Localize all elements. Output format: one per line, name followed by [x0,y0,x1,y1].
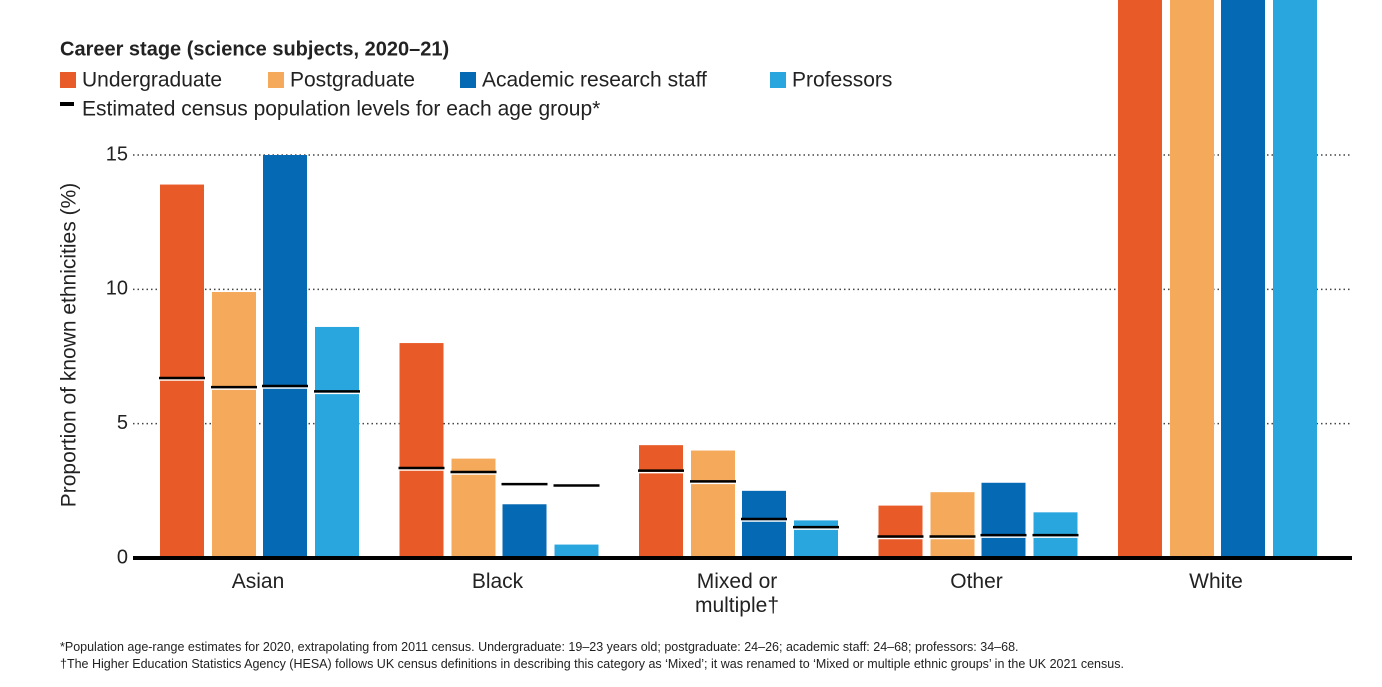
bar [451,458,496,558]
legend-swatch [460,72,476,88]
bar [1221,0,1265,558]
chart-title: Career stage (science subjects, 2020–21) [60,38,449,60]
y-tick-label: 0 [117,546,128,568]
bar [742,490,786,558]
bar [1273,0,1317,559]
bar [1170,0,1214,558]
bar [399,343,444,558]
bar [930,492,975,558]
x-tick-label: Mixed or multiple† [694,570,780,617]
bar [639,445,683,558]
legend-swatch [268,72,284,88]
bar [212,292,256,558]
y-tick-label: 5 [117,412,128,434]
bar [554,544,599,558]
x-tick-label: Asian [231,570,285,593]
x-tick-label: Other [950,570,1003,593]
legend-swatch [770,72,786,88]
x-tick-label: Black [471,570,524,593]
legend-label: Undergraduate [82,69,222,92]
bar [263,155,307,558]
bar [315,326,359,558]
footnote: †The Higher Education Statistics Agency … [60,657,1124,671]
bar [160,184,204,558]
y-tick-label: 10 [106,278,128,300]
bar [878,505,923,558]
legend-label: Postgraduate [290,69,415,92]
legend-label: Professors [792,69,892,92]
footnote: *Population age-range estimates for 2020… [60,640,1019,654]
bar [1118,0,1162,558]
y-axis-label: Proportion of known ethnicities (%) [58,183,81,508]
census-legend-swatch [60,102,74,106]
census-legend-label: Estimated census population levels for e… [82,98,600,121]
y-tick-label: 15 [106,143,128,165]
x-tick-label: White [1189,570,1243,593]
legend-swatch [60,72,76,88]
bar [691,450,735,558]
bar [502,504,547,558]
bar [981,482,1026,558]
legend-label: Academic research staff [482,69,707,92]
